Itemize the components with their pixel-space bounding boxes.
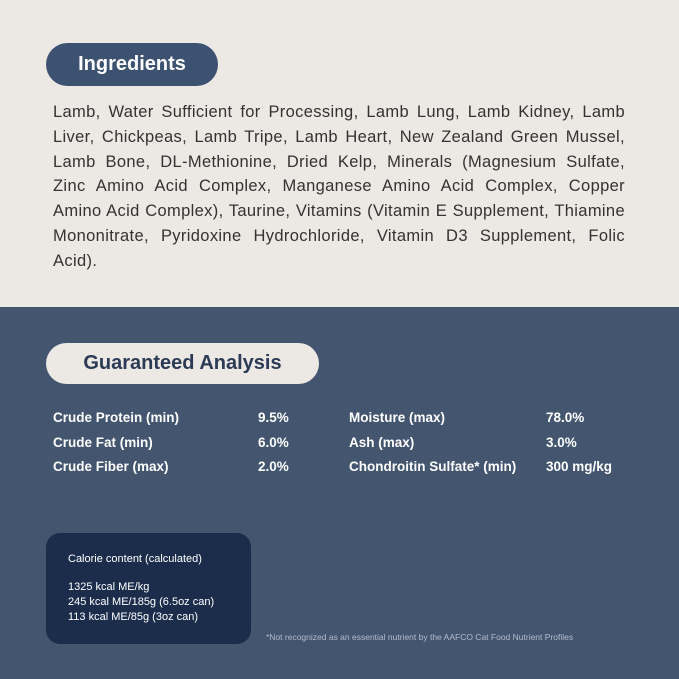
nutrient-label: Ash (max) (349, 434, 415, 450)
nutrient-value: 6.0% (258, 434, 289, 450)
nutrient-value: 300 mg/kg (546, 459, 613, 474)
nutrient-label: Crude Fat (min) (53, 434, 153, 450)
nutrient-label: Crude Fiber (max) (53, 459, 169, 474)
nutrient-value: 3.0% (546, 434, 577, 450)
nutrient-label: Crude Protein (min) (53, 410, 180, 425)
section-title: Ingredients (46, 43, 218, 86)
nutrient-label: Chondroitin Sulfate* (min) (349, 459, 517, 474)
nutrient-value: 9.5% (258, 410, 289, 425)
calorie-title: Calorie content (calculated) (68, 553, 202, 565)
section-title: Guaranteed Analysis (46, 343, 319, 384)
ingredients-section: Ingredients Lamb, Water Sufficient for P… (0, 0, 679, 307)
calorie-line: 1325 kcal ME/kg (68, 581, 150, 593)
nutrient-value: 78.0% (546, 410, 585, 425)
calorie-box: Calorie content (calculated) 1325 kcal M… (46, 533, 251, 644)
ingredients-text: Lamb, Water Sufficient for Processing, L… (53, 103, 625, 270)
calorie-line: 245 kcal ME/185g (6.5oz can) (68, 596, 215, 608)
calorie-line: 113 kcal ME/85g (3oz can) (68, 611, 199, 623)
nutrient-value: 2.0% (258, 459, 289, 474)
nutrient-label: Moisture (max) (349, 410, 446, 425)
footnote: *Not recognized as an essential nutrient… (266, 632, 574, 642)
